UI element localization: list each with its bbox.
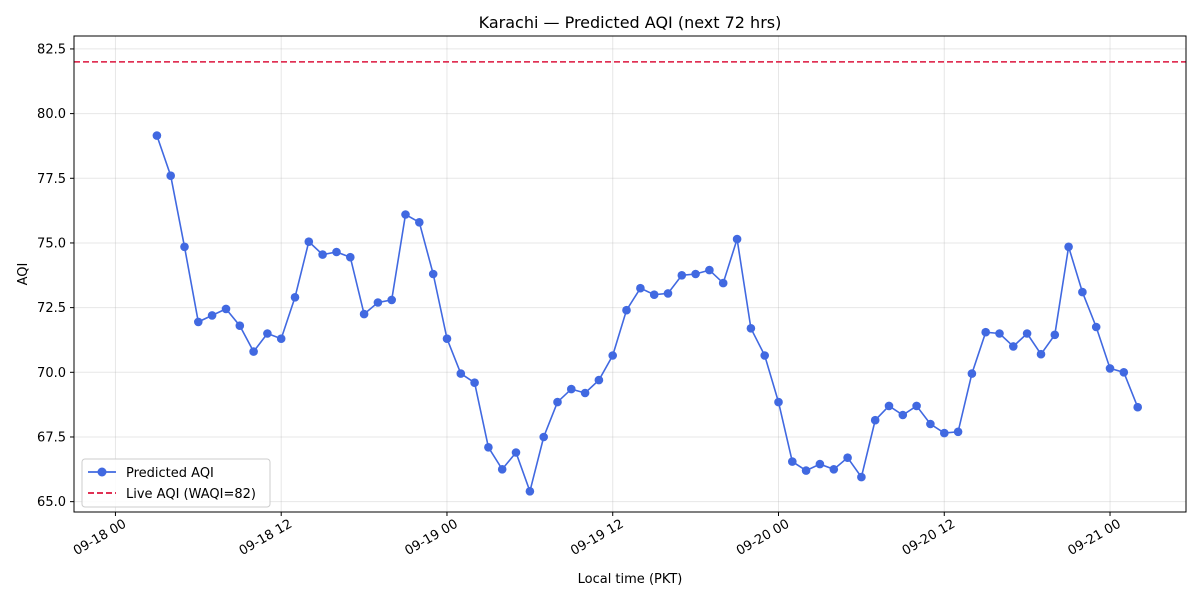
predicted-aqi-point xyxy=(677,271,687,280)
legend: Predicted AQI Live AQI (WAQI=82) xyxy=(81,458,271,508)
predicted-aqi-point xyxy=(649,290,659,300)
predicted-aqi-point xyxy=(1064,242,1073,252)
x-axis-label: Local time (PKT) xyxy=(578,572,683,587)
predicted-aqi-point xyxy=(304,237,314,246)
predicted-aqi-point xyxy=(843,453,852,463)
predicted-aqi-point xyxy=(953,427,963,437)
predicted-aqi-point xyxy=(263,329,272,338)
predicted-aqi-point xyxy=(1091,322,1101,332)
predicted-aqi-point xyxy=(415,218,424,227)
predicted-aqi-point xyxy=(732,234,742,244)
predicted-aqi-point xyxy=(912,401,921,411)
y-tick-label: 72.5 xyxy=(37,301,66,316)
predicted-aqi-point xyxy=(511,448,521,457)
predicted-aqi-point xyxy=(387,295,397,305)
y-tick-label: 67.5 xyxy=(37,430,66,445)
predicted-aqi-point xyxy=(705,265,714,275)
predicted-aqi-point xyxy=(1119,368,1129,377)
predicted-aqi-point xyxy=(788,457,797,466)
predicted-aqi-point xyxy=(249,347,258,356)
predicted-aqi-point xyxy=(456,369,466,378)
predicted-aqi-point xyxy=(594,375,604,385)
predicted-aqi-point xyxy=(760,351,769,360)
predicted-aqi-point xyxy=(870,415,880,425)
y-tick-label: 80.0 xyxy=(37,107,66,122)
predicted-aqi-point xyxy=(608,351,617,360)
y-axis-label: AQI xyxy=(16,263,31,286)
predicted-aqi-point xyxy=(470,378,479,388)
predicted-aqi-point xyxy=(373,298,383,307)
legend-label-live: Live AQI (WAQI=82) xyxy=(126,487,256,502)
predicted-aqi-point xyxy=(663,289,673,298)
predicted-aqi-point xyxy=(539,432,548,442)
predicted-aqi-point xyxy=(981,327,990,337)
predicted-aqi-point xyxy=(815,459,825,469)
legend-marker-predicted xyxy=(97,467,107,477)
predicted-aqi-point xyxy=(290,293,300,302)
predicted-aqi-point xyxy=(484,443,493,452)
predicted-aqi-point xyxy=(235,321,245,331)
predicted-aqi-point xyxy=(497,465,507,474)
predicted-aqi-point xyxy=(428,269,438,279)
predicted-aqi-point xyxy=(967,369,977,378)
plot-frame xyxy=(73,35,1187,513)
predicted-aqi-point xyxy=(691,269,700,279)
predicted-aqi-point xyxy=(318,250,327,259)
predicted-aqi-point xyxy=(359,309,369,319)
predicted-aqi-point xyxy=(1022,329,1032,338)
predicted-aqi-point xyxy=(180,242,189,252)
predicted-aqi-point xyxy=(1009,342,1018,351)
predicted-aqi-point xyxy=(746,324,756,333)
legend-box xyxy=(81,458,271,508)
predicted-aqi-point xyxy=(829,465,839,474)
predicted-aqi-point xyxy=(995,329,1004,338)
predicted-aqi-point xyxy=(553,397,562,407)
predicted-aqi-point xyxy=(207,311,217,320)
y-tick-label: 75.0 xyxy=(37,236,66,251)
predicted-aqi-point xyxy=(940,428,949,438)
predicted-aqi-point xyxy=(926,419,935,429)
predicted-aqi-point xyxy=(1050,330,1060,340)
predicted-aqi-point xyxy=(622,305,631,315)
chart-title: Karachi — Predicted AQI (next 72 hrs) xyxy=(479,13,782,32)
predicted-aqi-point xyxy=(636,283,645,293)
predicted-aqi-point xyxy=(525,487,535,496)
predicted-aqi-point xyxy=(857,472,866,482)
predicted-aqi-point xyxy=(580,388,590,398)
predicted-aqi-point xyxy=(801,466,811,475)
predicted-aqi-point xyxy=(1036,349,1046,359)
predicted-aqi-point xyxy=(898,410,908,420)
predicted-aqi-point xyxy=(152,131,162,140)
predicted-aqi-point xyxy=(332,247,341,257)
predicted-aqi-point xyxy=(774,397,783,407)
predicted-aqi-point xyxy=(1078,287,1087,297)
predicted-aqi-point xyxy=(1133,402,1142,412)
predicted-aqi-point xyxy=(884,401,894,411)
predicted-aqi-point xyxy=(442,334,452,344)
predicted-aqi-point xyxy=(567,384,576,394)
y-tick-label: 65.0 xyxy=(37,495,66,510)
y-tick-label: 77.5 xyxy=(37,172,66,187)
predicted-aqi-point xyxy=(276,334,286,344)
predicted-aqi-point xyxy=(1105,364,1115,373)
series-layer xyxy=(74,61,1186,496)
predicted-aqi-point xyxy=(194,317,203,327)
predicted-aqi-point xyxy=(346,252,355,262)
predicted-aqi-point xyxy=(718,278,728,288)
predicted-aqi-point xyxy=(221,304,231,314)
legend-label-predicted: Predicted AQI xyxy=(126,466,214,481)
y-tick-label: 82.5 xyxy=(37,42,66,57)
predicted-aqi-point xyxy=(401,210,410,219)
y-tick-label: 70.0 xyxy=(37,366,66,381)
predicted-aqi-point xyxy=(166,171,175,180)
